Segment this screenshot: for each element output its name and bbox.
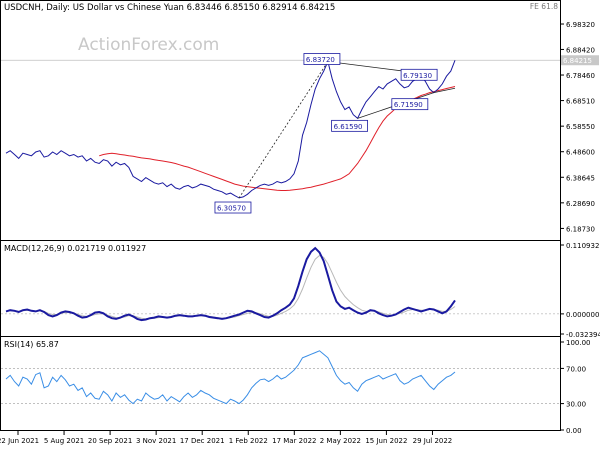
watermark: ActionForex.com <box>78 35 219 55</box>
price-y-tick-label: 6.58550 <box>566 123 595 131</box>
fib-label: FE 61.8 <box>530 2 558 11</box>
annotation-box <box>400 68 438 81</box>
macd-y-tick-label: 0.000000 <box>566 311 599 319</box>
annotation-box <box>214 201 252 214</box>
y-axis-labels: 6.98320 6.88420 6.78460 6.68510 6.58550 6.486… <box>560 21 600 435</box>
price-line <box>5 60 456 199</box>
annotation-box <box>391 98 429 111</box>
price-y-tick-label: 6.68510 <box>566 98 595 106</box>
macd-y-tick-label: 0.110932 <box>566 242 599 250</box>
annotation-box <box>331 119 368 132</box>
rsi-y-tick-label: 30.00 <box>566 401 586 409</box>
annotation-label: 6.79130 <box>403 72 432 80</box>
price-y-tick-label: 6.48600 <box>566 149 595 157</box>
x-tick-label: 1 Feb 2022 <box>229 437 268 445</box>
price-y-tick-label: 6.18730 <box>566 225 595 233</box>
x-tick-label: 22 Jun 2021 <box>0 437 39 445</box>
current-price-label: 6.84215 <box>563 57 592 65</box>
macd-plot <box>1 246 560 322</box>
macd-panel-frame <box>0 240 561 337</box>
rsi-y-tick-label: 100.00 <box>566 339 591 347</box>
x-tick-label: 29 Jul 2022 <box>413 437 453 445</box>
price-plot: 6.83720 6.79130 6.71590 6.61590 6.30570 <box>1 53 560 214</box>
annotation-label: 6.83720 <box>306 56 335 64</box>
rsi-plot <box>1 350 560 405</box>
annotation-box <box>303 53 341 65</box>
macd-line <box>5 246 456 322</box>
macd-y-tick-label: -0.032394 <box>566 331 600 339</box>
x-tick-label: 17 Dec 2021 <box>180 437 225 445</box>
macd-title: MACD(12,26,9) 0.021719 0.011927 <box>4 244 146 253</box>
annotation-label: 6.71590 <box>394 101 423 109</box>
annotation-label: 6.30570 <box>217 205 246 213</box>
price-y-tick-label: 6.28690 <box>566 200 595 208</box>
x-tick-label: 15 Jun 2022 <box>365 437 407 445</box>
price-y-tick-label: 6.78460 <box>566 72 595 80</box>
triangle-lower-extension <box>433 87 456 94</box>
rsi-line <box>5 350 456 405</box>
x-axis-labels: 22 Jun 2021 5 Aug 2021 20 Sep 2021 3 Nov 20… <box>0 431 452 445</box>
price-y-tick-label: 6.38645 <box>566 174 595 182</box>
rsi-y-tick-label: 70.00 <box>566 365 586 373</box>
chart-title: USDCNH, Daily: US Dollar vs Chinese Yuan… <box>4 3 335 13</box>
x-tick-label: 5 Aug 2021 <box>44 437 84 445</box>
rsi-title: RSI(14) 65.87 <box>4 340 59 349</box>
current-price-tag <box>561 55 599 66</box>
wave-dotted-line <box>238 61 329 199</box>
price-y-tick-label: 6.98320 <box>566 21 595 29</box>
price-y-tick-label: 6.88420 <box>566 46 595 54</box>
x-tick-label: 17 Mar 2022 <box>272 437 316 445</box>
x-tick-label: 3 Nov 2021 <box>136 437 176 445</box>
x-tick-label: 2 May 2022 <box>320 437 361 445</box>
rsi-panel-frame <box>0 336 561 431</box>
price-panel-frame <box>0 0 561 241</box>
x-tick-label: 20 Sep 2021 <box>88 437 132 445</box>
rsi-y-tick-label: 0.00 <box>566 427 582 435</box>
annotation-label: 6.61590 <box>334 123 363 131</box>
